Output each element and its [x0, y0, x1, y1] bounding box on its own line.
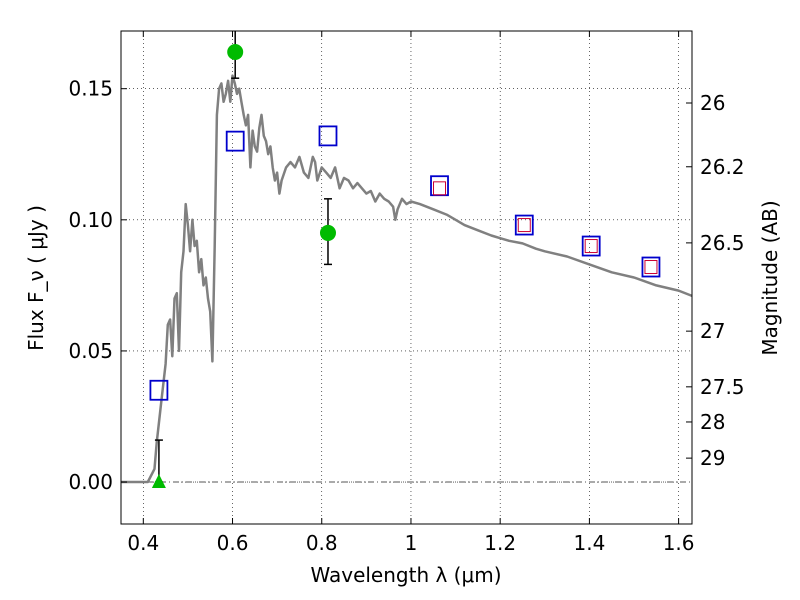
- model-inner-square-marker: [644, 260, 658, 275]
- y2-tick-label: 28: [700, 410, 725, 434]
- y2-tick-label: 26.2: [700, 155, 745, 179]
- y-tick-label: 0.10: [68, 208, 113, 232]
- y-axis-title: Flux F_ν ( μJy ): [24, 205, 48, 351]
- model-square-marker: [514, 214, 534, 236]
- model-square-marker: [225, 130, 245, 152]
- model-inner-square-marker: [433, 181, 447, 196]
- y2-tick-label: 26: [700, 91, 725, 115]
- y2-tick-label: 27: [700, 319, 725, 343]
- y2-tick-label: 27.5: [700, 375, 745, 399]
- model-inner-square-marker: [584, 239, 598, 254]
- x-tick-label: 1: [405, 531, 418, 555]
- model-inner-square-marker: [517, 218, 531, 233]
- x-tick-label: 1.6: [663, 531, 695, 555]
- y-tick-label: 0.00: [68, 470, 113, 494]
- y-tick-label: 0.15: [68, 77, 113, 101]
- x-tick-label: 1.4: [573, 531, 605, 555]
- x-axis-ticks: 0.4 0.6 0.8 1 1.2 1.4 1.6: [127, 31, 695, 555]
- y2-tick-label: 29: [700, 446, 725, 470]
- y2-axis-title: Magnitude (AB): [758, 200, 782, 355]
- y-tick-label: 0.05: [68, 339, 113, 363]
- x-tick-label: 0.6: [217, 531, 249, 555]
- measured-point: [319, 224, 336, 241]
- model-square-marker: [149, 379, 169, 401]
- upper-limit-triangle: [151, 474, 166, 489]
- y-axis-ticks: 0.00 0.05 0.10 0.15: [68, 77, 127, 494]
- x-axis-title: Wavelength λ (μm): [310, 563, 501, 587]
- model-square-marker: [581, 235, 601, 257]
- model-square-marker: [318, 125, 338, 147]
- measured-points: [151, 43, 336, 489]
- model-squares: [149, 125, 661, 401]
- measured-point: [227, 43, 244, 60]
- model-square-marker: [641, 256, 661, 278]
- x-tick-label: 0.8: [306, 531, 338, 555]
- x-tick-label: 0.4: [127, 531, 159, 555]
- plot-frame: [120, 30, 693, 525]
- y2-tick-label: 26.5: [700, 231, 745, 255]
- template-spectrum-line: [121, 74, 693, 484]
- y2-axis-ticks: 26 26.2 26.5 27 27.5 28 29: [686, 91, 745, 470]
- x-tick-label: 1.2: [484, 531, 516, 555]
